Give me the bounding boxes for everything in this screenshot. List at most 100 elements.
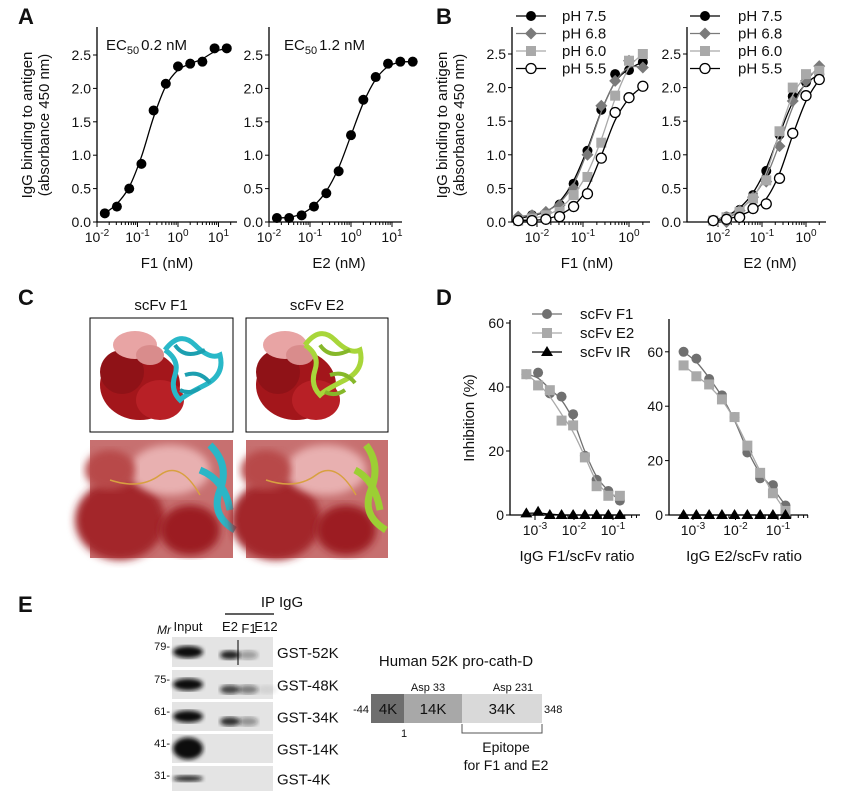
tick-exponent: -1: [313, 228, 322, 239]
y-tick-label: 2.5: [72, 47, 92, 63]
segment-4k: [371, 694, 404, 723]
x-tick-label: 100: [167, 228, 189, 245]
band-e2: [220, 650, 240, 660]
data-point: [595, 99, 608, 112]
y-tick-label: 0.0: [487, 214, 507, 230]
band-input: [173, 710, 203, 723]
fit-curve: [518, 65, 643, 218]
y-tick-label: 60: [647, 344, 663, 360]
x-tick-label: 10-2: [562, 521, 587, 538]
data-point: [111, 201, 122, 212]
legend-label: scFv E2: [580, 325, 634, 342]
fit-curve: [526, 373, 621, 502]
tick-exponent: -2: [721, 228, 730, 239]
data-point: [590, 509, 603, 519]
data-point: [197, 56, 208, 67]
tick-exponent: -1: [616, 521, 625, 532]
x-tick-label: 10-1: [750, 228, 775, 245]
panel-label-e: E: [18, 592, 33, 617]
fit-curve: [276, 61, 413, 219]
ec50-f1: EC50 0.2 nM: [106, 37, 187, 57]
data-point: [581, 188, 594, 200]
legend-marker: [542, 328, 552, 338]
data-point: [755, 467, 766, 478]
data-point: [787, 127, 799, 139]
data-point: [715, 509, 728, 519]
tick-exponent: -1: [765, 228, 774, 239]
data-point: [800, 90, 812, 102]
residue-start: -44: [353, 704, 369, 716]
mr-marker: 41-: [154, 738, 170, 750]
data-point: [568, 409, 579, 420]
data-point: [773, 172, 786, 184]
data-point: [779, 509, 792, 519]
segment-14k-label: 14K: [420, 701, 447, 718]
legend-marker: [700, 11, 710, 21]
series-3: [707, 73, 825, 227]
tick-exponent: 0: [634, 228, 640, 239]
data-point: [370, 72, 381, 83]
y-tick-label: 40: [647, 398, 663, 414]
band-input: [173, 646, 203, 658]
data-point: [754, 509, 767, 519]
legend-item: pH 7.5: [690, 8, 782, 25]
fit-curve: [713, 65, 820, 222]
tick-base: 10: [523, 522, 539, 538]
x-tick-label: 101: [381, 228, 403, 245]
data-point: [555, 509, 568, 519]
y-tick-label: 1.0: [487, 147, 507, 163]
y-tick-label: 2.0: [662, 80, 682, 96]
tick-base: 10: [571, 229, 587, 245]
data-point: [296, 210, 307, 221]
x-tick-label: 10-1: [571, 228, 596, 245]
data-point: [556, 415, 567, 426]
y-tick-label: 0.5: [244, 181, 264, 197]
tick-base: 10: [381, 229, 397, 245]
y-tick-label: 2.0: [244, 80, 264, 96]
panel-b-ylabel: IgG binding to antigen (absorbance 450 n…: [434, 52, 468, 199]
data-point: [512, 215, 524, 227]
blot-row: 61- GST-34K: [154, 702, 339, 731]
legend-item: pH 5.5: [690, 61, 782, 78]
data-point: [533, 367, 544, 378]
data-point: [741, 509, 754, 519]
legend-marker: [526, 46, 536, 56]
band-input: [173, 737, 203, 760]
tick-exponent: 0: [811, 228, 817, 239]
data-point: [544, 385, 555, 396]
data-point: [596, 137, 607, 148]
data-point: [521, 369, 532, 380]
legend-item: pH 6.8: [516, 26, 606, 43]
legend-item: pH 6.8: [690, 26, 782, 43]
tick-base: 10: [601, 522, 617, 538]
tick-exponent: 1: [224, 228, 230, 239]
legend-marker: [700, 46, 710, 56]
data-point: [704, 379, 715, 390]
epitope-bracket: [461, 724, 543, 734]
y-tick-label: 0.0: [72, 214, 92, 230]
tick-exponent: -2: [272, 228, 281, 239]
tick-base: 10: [618, 229, 634, 245]
tick-base: 10: [766, 522, 782, 538]
legend-item: scFv E2: [532, 325, 634, 342]
data-point: [308, 201, 319, 212]
fit-curve: [525, 373, 621, 497]
panel-a-ylabel: IgG binding to antigen (absorbance 450 n…: [19, 52, 53, 199]
data-point: [358, 94, 369, 105]
domain-map-title: Human 52K pro-cath-D: [379, 653, 533, 670]
band-e12: [257, 685, 277, 694]
blot-row: 75- GST-48K: [154, 670, 339, 699]
ylabel-line1: IgG binding to antigen: [434, 52, 451, 199]
western-blot: IP IgG Mr Input E2 F1 E12 79- GST-52K 75- G…: [154, 594, 339, 791]
panel-label-b: B: [436, 4, 452, 29]
input-lane-label: Input: [174, 619, 203, 634]
x-axis-title: F1 (nM): [561, 255, 614, 272]
data-point: [637, 80, 649, 92]
legend-marker: [525, 27, 537, 40]
asp33-label: Asp 33: [411, 682, 445, 694]
series-0: [99, 43, 232, 219]
data-point: [568, 190, 579, 201]
